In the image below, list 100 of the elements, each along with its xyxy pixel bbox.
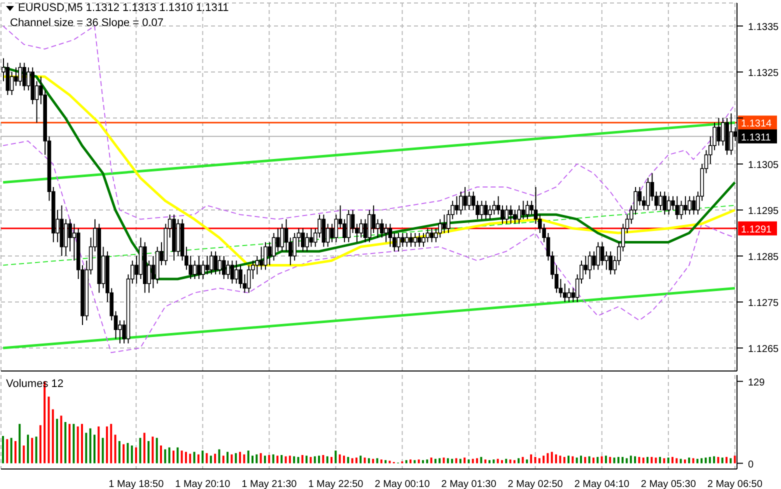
candlestick <box>118 320 122 344</box>
candlestick <box>600 242 604 266</box>
bar <box>630 456 632 464</box>
bar <box>513 460 516 464</box>
x-tick-label: 2 May 04:10 <box>574 479 630 489</box>
candlestick <box>526 200 530 220</box>
bar <box>542 456 545 464</box>
bar <box>48 396 50 464</box>
bar <box>293 456 296 464</box>
bar <box>604 456 607 464</box>
bar <box>476 458 478 464</box>
bar <box>546 453 549 464</box>
bar <box>168 447 170 464</box>
bar <box>550 452 553 464</box>
bar <box>658 456 661 464</box>
bar <box>596 456 599 464</box>
candlestick <box>658 191 662 210</box>
candlestick <box>234 260 238 284</box>
candlestick <box>562 283 567 302</box>
candlestick <box>684 196 688 216</box>
bar <box>284 456 287 464</box>
bar <box>484 459 486 464</box>
bar <box>314 456 316 464</box>
bar <box>592 458 594 464</box>
bar <box>35 436 38 464</box>
bar <box>301 455 304 464</box>
candlestick <box>404 232 409 248</box>
candlestick <box>226 260 230 280</box>
bar <box>372 458 374 464</box>
x-tick-label: 1 May 22:50 <box>308 479 364 489</box>
candlestick <box>330 223 334 243</box>
candlestick <box>400 232 405 248</box>
candlestick <box>422 232 426 248</box>
bar <box>206 453 208 464</box>
bar <box>563 456 566 464</box>
bar <box>414 460 416 464</box>
bar <box>480 456 482 464</box>
candlestick <box>588 250 592 280</box>
bar <box>214 454 216 464</box>
candlestick <box>463 186 467 210</box>
candlestick <box>309 228 314 248</box>
candlestick <box>222 256 226 280</box>
bar <box>130 446 133 464</box>
bar <box>243 454 246 464</box>
candlestick <box>214 250 218 275</box>
bar <box>6 439 8 464</box>
bar <box>89 428 92 464</box>
bar <box>334 450 337 464</box>
bar <box>226 452 229 464</box>
candlestick <box>6 62 10 96</box>
bar <box>156 438 158 464</box>
candlestick <box>409 232 413 248</box>
bar <box>472 458 474 464</box>
bar <box>122 444 125 464</box>
bar <box>85 432 88 464</box>
bar <box>534 456 536 464</box>
bar <box>613 458 616 464</box>
candlestick <box>521 200 526 220</box>
bar <box>184 452 187 464</box>
bar <box>52 409 54 464</box>
candlestick <box>596 242 600 270</box>
candlestick <box>300 228 305 252</box>
candlestick <box>426 228 430 243</box>
bar <box>671 456 674 464</box>
bar <box>106 426 108 464</box>
candlestick <box>692 196 696 216</box>
candlestick <box>442 214 446 234</box>
bar <box>580 456 582 464</box>
candlestick <box>729 112 734 156</box>
candlestick <box>255 256 260 275</box>
y-tick-label: 1.1265 <box>748 344 780 355</box>
bar <box>638 456 640 464</box>
bar <box>459 458 462 464</box>
candlestick <box>484 200 488 220</box>
candlestick <box>438 218 442 238</box>
candlestick <box>467 191 472 210</box>
bar <box>667 458 670 464</box>
candlestick <box>292 232 296 262</box>
line-series <box>2 140 736 354</box>
x-tick-label: 2 May 02:50 <box>508 479 564 489</box>
bar <box>492 459 495 464</box>
candlestick <box>368 210 372 243</box>
bar <box>688 458 690 464</box>
bar <box>93 434 96 464</box>
bar <box>72 424 75 464</box>
bar <box>143 432 146 464</box>
bar <box>518 458 520 464</box>
bar <box>442 458 445 464</box>
bar <box>222 456 224 464</box>
bar <box>135 447 138 464</box>
x-tick-label: 2 May 01:30 <box>441 479 497 489</box>
bar <box>496 458 499 464</box>
bar <box>306 456 308 464</box>
bar <box>422 460 424 464</box>
bar <box>426 459 428 464</box>
candlestick <box>64 218 68 256</box>
bar <box>110 424 112 464</box>
bar <box>530 454 532 464</box>
bar <box>268 455 270 464</box>
bar <box>726 456 728 464</box>
